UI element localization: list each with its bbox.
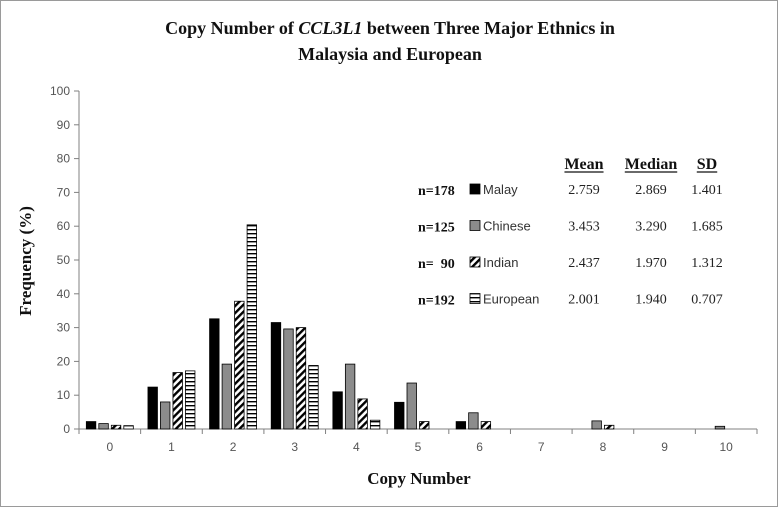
bar-malay-4 [332, 391, 343, 430]
y-tick-label: 80 [57, 152, 71, 166]
y-tick-label: 90 [57, 118, 71, 132]
bar-chinese-10 [714, 425, 726, 430]
y-tick-label: 50 [57, 253, 71, 267]
bar-indian-6 [480, 421, 492, 430]
legend-n-indian: n= 90 [418, 257, 455, 272]
legend-label-chinese: Chinese [483, 219, 531, 234]
x-tick-label: 7 [538, 440, 545, 454]
bar-malay-2 [209, 318, 220, 430]
legend-swatch-chinese [469, 220, 481, 231]
y-tick-label: 10 [57, 388, 71, 402]
stat-sd-malay: 1.401 [691, 183, 723, 198]
legend-swatch-european [469, 293, 481, 304]
bar-european-4 [369, 419, 381, 430]
legend-n-european: n=192 [418, 294, 455, 309]
stat-mean-chinese: 3.453 [568, 220, 600, 235]
bar-indian-3 [295, 327, 307, 430]
y-tick-label: 30 [57, 321, 71, 335]
stat-sd-indian: 1.312 [691, 256, 723, 271]
x-tick-label: 2 [230, 440, 237, 454]
x-axis: 0 1 2 3 4 5 6 7 8 9 10 [78, 428, 758, 454]
legend-swatch-indian [469, 256, 481, 268]
bar-malay-1 [147, 386, 158, 430]
stat-mean-european: 2.001 [568, 293, 600, 308]
y-tick-label: 0 [63, 422, 70, 436]
bar-chinese-0 [98, 423, 109, 430]
legend-n-chinese: n=125 [418, 221, 455, 236]
bar-malay-3 [270, 322, 282, 430]
x-tick-label: 8 [600, 440, 607, 454]
stat-median-chinese: 3.290 [635, 220, 667, 235]
bar-indian-8 [604, 424, 615, 430]
x-tick-label: 9 [661, 440, 668, 454]
y-tick-label: 70 [57, 185, 71, 199]
stat-median-malay: 2.869 [635, 183, 667, 198]
bar-chinese-8 [591, 420, 602, 430]
bar-european-0 [123, 425, 134, 430]
stats-header-median: Median [625, 156, 678, 173]
bar-malay-0 [85, 421, 97, 430]
bar-malay-6 [455, 421, 467, 430]
bar-chinese-4 [344, 363, 356, 430]
bar-chinese-6 [468, 412, 479, 430]
x-axis-title: Copy Number [367, 469, 471, 488]
stat-sd-european: 0.707 [691, 293, 723, 308]
y-tick-label: 40 [57, 287, 71, 301]
bar-chinese-5 [406, 382, 417, 430]
legend: Mean Median SD n=178 Malay 2.759 2.869 1.401 n=1… [418, 156, 723, 309]
legend-n-malay: n=178 [418, 184, 455, 199]
bar-chinese-2 [221, 363, 232, 430]
bar-european-3 [308, 365, 319, 430]
y-tick-label: 100 [50, 84, 70, 98]
y-axis: 0 10 20 30 40 50 60 70 80 90 100 [50, 84, 80, 436]
x-tick-label: 5 [415, 440, 422, 454]
x-tick-label: 0 [106, 440, 113, 454]
stat-median-european: 1.940 [635, 293, 667, 308]
bar-european-1 [185, 370, 196, 430]
stats-header-sd: SD [697, 156, 717, 173]
bars [85, 224, 726, 430]
bar-indian-5 [419, 421, 430, 430]
x-tick-label: 6 [476, 440, 483, 454]
x-tick-label: 1 [168, 440, 175, 454]
legend-swatch-malay [469, 183, 481, 195]
legend-label-malay: Malay [483, 182, 518, 197]
legend-label-indian: Indian [483, 255, 518, 270]
bar-european-2 [246, 224, 257, 430]
bar-malay-5 [394, 401, 405, 430]
stat-median-indian: 1.970 [635, 256, 667, 271]
bar-indian-0 [110, 424, 122, 430]
bar-indian-4 [357, 398, 368, 430]
bar-indian-1 [172, 372, 183, 430]
x-tick-label: 4 [353, 440, 360, 454]
chart-title: Copy Number of CCL3L1 between Three Majo… [165, 18, 615, 38]
stat-mean-indian: 2.437 [568, 256, 600, 271]
x-tick-label: 3 [291, 440, 298, 454]
bar-chinese-1 [160, 401, 171, 430]
y-axis-title: Frequency (%) [16, 206, 35, 316]
stat-sd-chinese: 1.685 [691, 220, 723, 235]
bar-indian-2 [234, 300, 245, 430]
x-tick-label: 10 [720, 440, 734, 454]
chart-title-line2: Malaysia and European [298, 44, 482, 64]
stat-mean-malay: 2.759 [568, 183, 600, 198]
legend-label-european: European [483, 292, 539, 307]
stats-header-mean: Mean [564, 156, 603, 173]
y-tick-label: 60 [57, 219, 71, 233]
y-tick-label: 20 [57, 354, 71, 368]
bar-chinese-3 [283, 328, 294, 430]
